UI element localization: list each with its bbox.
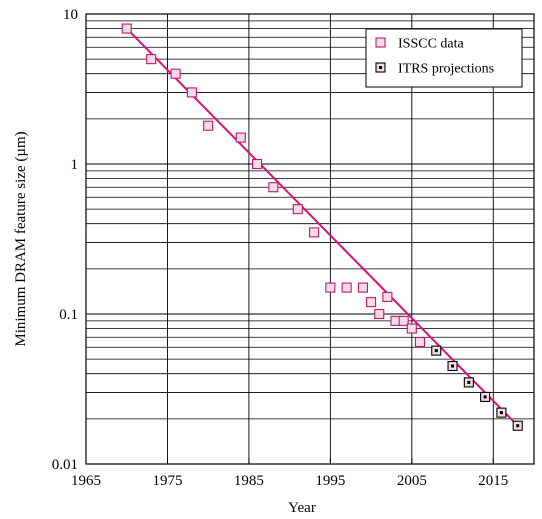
isscc-point: [374, 308, 385, 320]
isscc-point: [406, 323, 417, 334]
itrs-point-dot: [467, 380, 471, 384]
isscc-point: [203, 120, 214, 131]
legend-label-itrs: ITRS projections: [398, 62, 494, 77]
isscc-point: [366, 297, 377, 308]
itrs-point-dot: [499, 411, 503, 415]
x-tick-label: 1975: [152, 473, 182, 489]
isscc-point: [121, 23, 132, 34]
legend-box: [365, 28, 523, 88]
itrs-point-dot: [483, 395, 487, 399]
plot-frame: [85, 13, 535, 465]
y-tick-label: 10: [63, 7, 78, 23]
axis-ticks: 1965 1975 1985 1995 2005 2015 0.01 0.1 1 10: [52, 7, 509, 489]
isscc-point: [186, 87, 197, 98]
x-tick-label: 1965: [71, 473, 101, 489]
y-tick-label: 0.1: [59, 307, 78, 323]
isscc-point: [235, 132, 246, 143]
y-tick-label: 0.01: [52, 457, 78, 473]
isscc-point: [414, 337, 426, 348]
itrs-point-dot: [451, 364, 455, 368]
y-tick-label: 1: [71, 157, 79, 173]
x-tick-label: 2005: [397, 473, 427, 489]
legend-marker-isscc: [375, 37, 386, 48]
x-tick-label: 1985: [234, 473, 264, 489]
isscc-point: [170, 68, 181, 79]
isscc-point: [398, 315, 409, 326]
trend-line-group: [126, 27, 519, 427]
isscc-point: [325, 282, 336, 293]
isscc-point: [292, 204, 303, 215]
isscc-point: [357, 282, 368, 293]
x-tick-label: 1995: [315, 473, 345, 489]
isscc-point: [146, 54, 157, 65]
isscc-point: [268, 182, 279, 193]
isscc-point: [252, 158, 263, 170]
legend: ISSCC data ITRS projections: [365, 28, 523, 88]
itrs-point-dot: [434, 349, 438, 353]
x-axis-title: Year: [288, 500, 316, 516]
legend-marker-itrs-dot: [379, 66, 382, 69]
isscc-point: [341, 282, 352, 293]
isscc-point: [382, 291, 393, 302]
itrs-point-dot: [516, 424, 520, 428]
y-axis-title: Minimum DRAM feature size (µm): [13, 131, 29, 346]
x-tick-label: 2015: [478, 473, 508, 489]
legend-label-isscc: ISSCC data: [398, 37, 465, 52]
data-points: [121, 23, 523, 431]
isscc-point: [309, 227, 320, 238]
trend-line: [126, 27, 519, 427]
legend-marker-itrs: [375, 62, 386, 73]
